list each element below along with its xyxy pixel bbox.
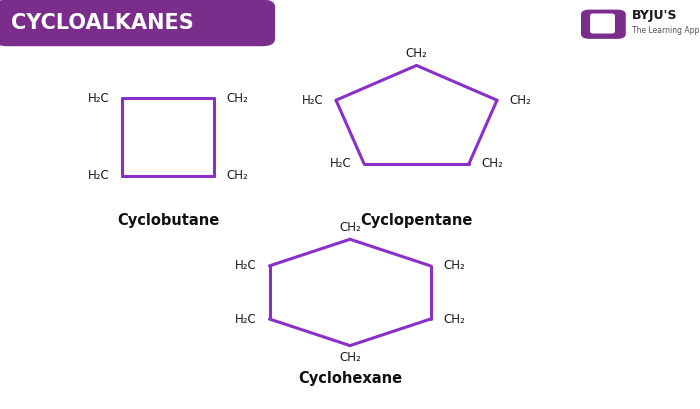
Text: CH₂: CH₂ [405, 47, 428, 61]
FancyBboxPatch shape [581, 9, 626, 39]
Text: BYJU'S: BYJU'S [632, 9, 678, 22]
Text: The Learning App: The Learning App [632, 26, 699, 35]
Text: H₂C: H₂C [235, 259, 257, 272]
Text: H₂C: H₂C [302, 94, 323, 107]
Text: CH₂: CH₂ [443, 259, 465, 272]
Text: CYCLOALKANES: CYCLOALKANES [10, 13, 193, 33]
Text: CH₂: CH₂ [226, 92, 248, 105]
Text: Cyclopentane: Cyclopentane [360, 213, 472, 228]
Text: Cyclobutane: Cyclobutane [117, 213, 219, 228]
FancyBboxPatch shape [0, 0, 275, 46]
Text: CH₂: CH₂ [339, 221, 361, 234]
Text: H₂C: H₂C [235, 312, 257, 326]
Text: CH₂: CH₂ [226, 169, 248, 182]
Text: H₂C: H₂C [88, 92, 110, 105]
FancyBboxPatch shape [590, 13, 615, 34]
Text: H₂C: H₂C [330, 157, 351, 170]
Text: CH₂: CH₂ [339, 351, 361, 364]
Text: Cyclohexane: Cyclohexane [298, 371, 402, 386]
Text: H₂C: H₂C [88, 169, 110, 182]
Text: CH₂: CH₂ [443, 312, 465, 326]
Text: CH₂: CH₂ [482, 157, 503, 170]
Text: CH₂: CH₂ [510, 94, 531, 107]
